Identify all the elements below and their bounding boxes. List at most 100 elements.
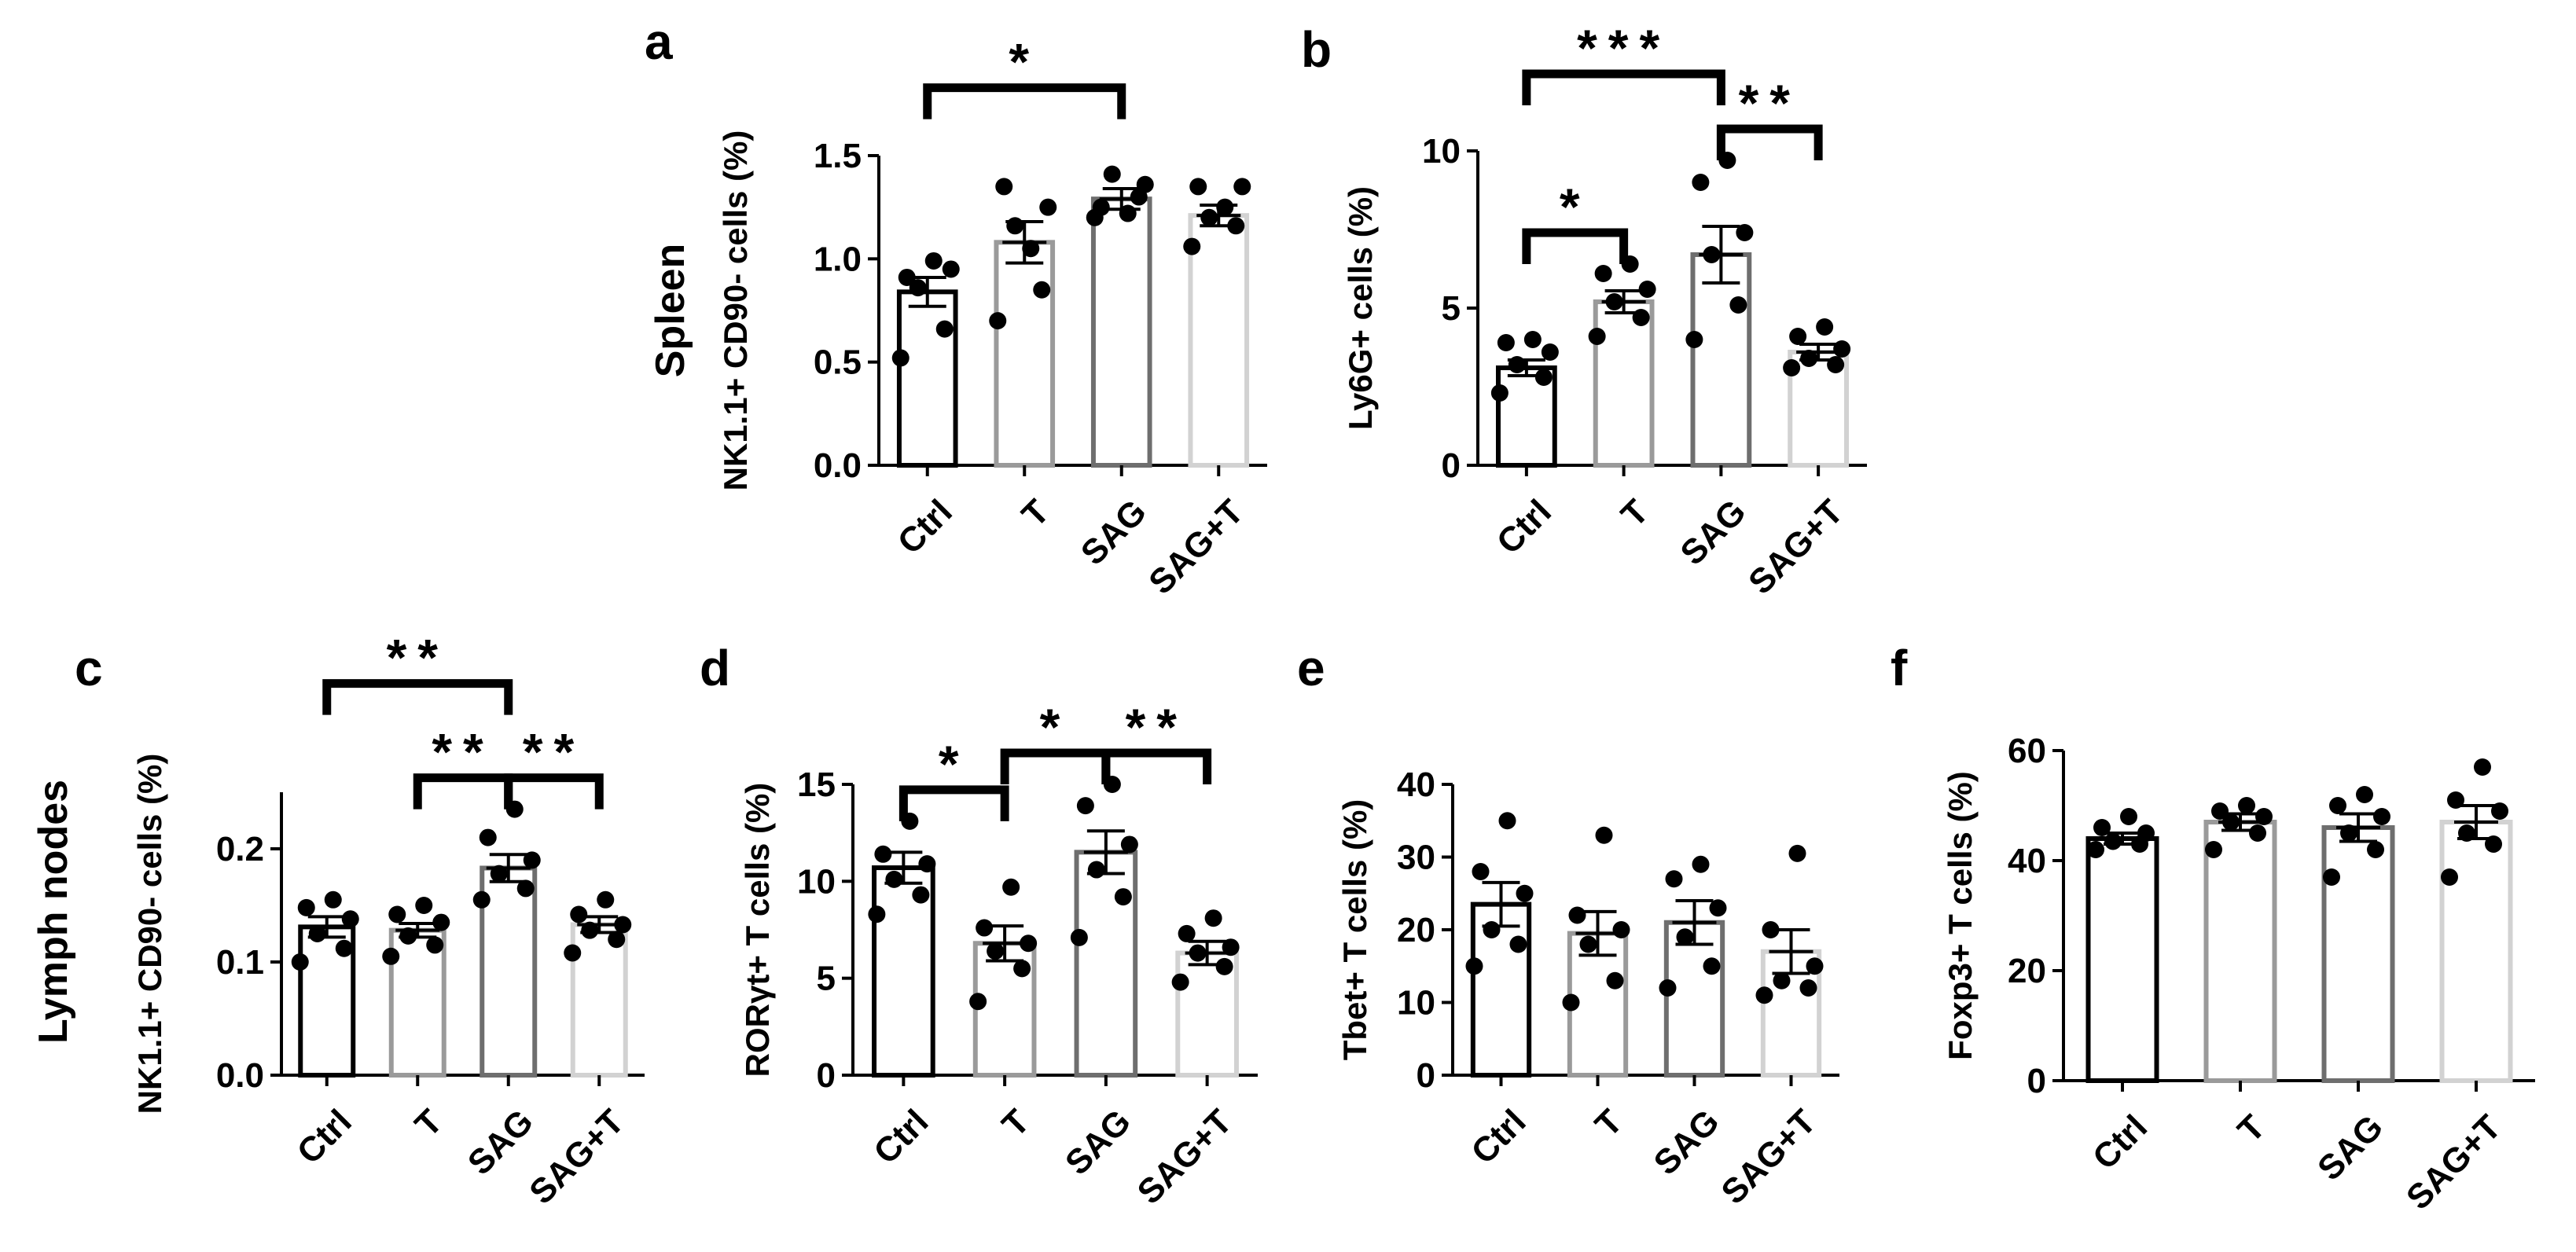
- data-point: [1227, 217, 1245, 235]
- data-point: [297, 898, 315, 916]
- data-point: [2222, 813, 2240, 831]
- panel-letter: a: [645, 13, 673, 70]
- y-tick-label: 10: [1422, 132, 1461, 171]
- data-point: [2474, 758, 2491, 776]
- bar-sag: [1074, 850, 1138, 1078]
- data-point: [885, 870, 903, 888]
- data-point: [1178, 924, 1196, 942]
- x-category-label: SAG+T: [1741, 492, 1850, 601]
- data-point: [308, 925, 326, 942]
- data-point: [1087, 861, 1105, 879]
- x-category-label: Ctrl: [290, 1102, 359, 1171]
- significance-label: **: [1126, 698, 1188, 756]
- data-point: [976, 919, 994, 937]
- panel-letter: f: [1891, 640, 1908, 696]
- significance-bracket: [1101, 748, 1212, 784]
- data-point: [1800, 350, 1818, 367]
- significance-bracket: [413, 773, 513, 810]
- data-point: [1497, 334, 1515, 351]
- y-tick-label: 1.5: [814, 137, 862, 175]
- data-point: [2356, 786, 2373, 803]
- x-category-label: Ctrl: [1490, 492, 1559, 561]
- data-point: [1703, 957, 1721, 975]
- data-point: [516, 879, 535, 898]
- bar-ctrl: [896, 289, 958, 468]
- significance-label: *: [1040, 698, 1071, 756]
- data-point: [2447, 791, 2464, 809]
- data-point: [1534, 369, 1553, 386]
- significance-label: **: [432, 723, 494, 781]
- data-point: [1490, 384, 1508, 402]
- data-point: [1612, 921, 1630, 938]
- y-tick-label: 10: [1397, 984, 1435, 1023]
- data-point: [1508, 356, 1526, 373]
- x-category-label: T: [1015, 492, 1057, 534]
- data-point: [874, 845, 892, 863]
- y-tick-label: 20: [1397, 911, 1435, 949]
- data-point: [1498, 812, 1516, 830]
- data-point: [1222, 938, 1240, 956]
- data-point: [1204, 909, 1222, 927]
- data-point: [341, 910, 359, 928]
- y-axis-label: Tbet+ T cells (%): [1336, 799, 1373, 1061]
- data-point: [1789, 328, 1807, 345]
- bar-sag-plus-t: [1188, 213, 1250, 468]
- data-point: [291, 953, 309, 971]
- data-point: [1119, 204, 1137, 222]
- data-point: [1523, 331, 1542, 348]
- data-point: [2340, 824, 2357, 842]
- x-category-label: T: [1588, 1102, 1630, 1144]
- data-point: [1215, 957, 1233, 975]
- data-point: [608, 931, 626, 949]
- x-category-label: SAG+T: [522, 1102, 631, 1211]
- data-point: [2329, 797, 2346, 814]
- x-category-label: Ctrl: [866, 1102, 935, 1171]
- data-point: [2373, 808, 2390, 825]
- data-point: [399, 927, 417, 945]
- data-point: [1216, 198, 1234, 216]
- data-point: [1632, 309, 1650, 326]
- x-category-label: SAG: [1673, 492, 1753, 572]
- bar-t: [1593, 299, 1655, 468]
- data-point: [1773, 971, 1791, 989]
- data-point: [1736, 224, 1754, 241]
- bar-sag: [2321, 825, 2395, 1083]
- y-tick-label: 20: [2008, 952, 2046, 990]
- data-point: [2323, 868, 2340, 886]
- y-tick-label: 0.0: [216, 1056, 264, 1095]
- data-point: [995, 178, 1013, 196]
- significance-label: *: [939, 735, 970, 793]
- data-point: [1676, 928, 1694, 946]
- y-tick-label: 1.0: [814, 240, 862, 278]
- data-point: [490, 865, 508, 883]
- data-point: [415, 897, 433, 914]
- data-point: [1092, 198, 1110, 216]
- chart-panel-a: a NK1.1+ CD90- cells (%) 0.0 0.5 1.0 1.5 Ctrl T…: [645, 13, 1267, 602]
- data-point: [2485, 835, 2502, 853]
- bar-t: [994, 240, 1056, 468]
- data-point: [1013, 960, 1031, 978]
- row-label-spleen: Spleen: [648, 244, 693, 378]
- panel-letter: b: [1301, 21, 1332, 78]
- y-tick-label: 5: [1442, 289, 1461, 328]
- data-point: [1755, 986, 1773, 1004]
- data-point: [1039, 198, 1057, 216]
- data-point: [1816, 318, 1834, 336]
- data-point: [1579, 935, 1597, 953]
- data-point: [1827, 356, 1845, 373]
- y-tick-label: 0: [1417, 1056, 1435, 1095]
- data-point: [335, 939, 353, 957]
- data-point: [1516, 884, 1534, 902]
- data-point: [472, 890, 491, 909]
- chart-panel-c: c NK1.1+ CD90- cells (%) 0.0 0.1 0.2 Ctrl T SAG…: [75, 629, 645, 1212]
- data-point: [1070, 928, 1088, 946]
- significance-bracket: [504, 773, 604, 810]
- y-axis-label: Foxp3+ T cells (%): [1942, 771, 1979, 1060]
- data-point: [1002, 878, 1020, 896]
- bar-t: [2203, 820, 2277, 1083]
- data-point: [1588, 328, 1606, 345]
- data-point: [1562, 993, 1580, 1012]
- data-point: [1665, 870, 1683, 888]
- significance-bracket: [1522, 69, 1725, 105]
- bar-ctrl: [1470, 901, 1532, 1078]
